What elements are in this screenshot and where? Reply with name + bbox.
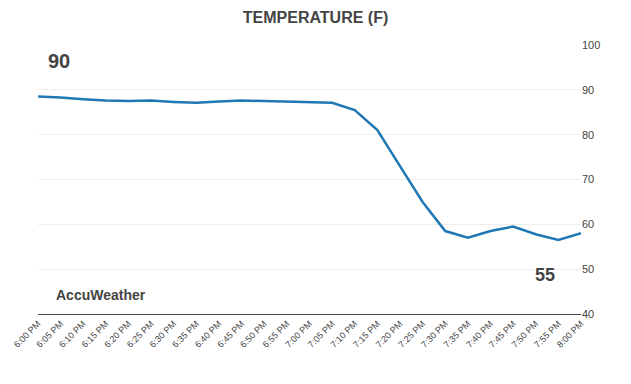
svg-text:7:45 PM: 7:45 PM: [487, 319, 518, 350]
svg-text:AccuWeather: AccuWeather: [56, 287, 146, 303]
svg-text:55: 55: [535, 265, 555, 285]
svg-text:6:45 PM: 6:45 PM: [215, 319, 246, 350]
svg-text:6:25 PM: 6:25 PM: [125, 319, 156, 350]
svg-text:7:20 PM: 7:20 PM: [374, 319, 405, 350]
svg-text:7:35 PM: 7:35 PM: [442, 319, 473, 350]
svg-text:70: 70: [582, 173, 594, 185]
svg-text:7:00 PM: 7:00 PM: [283, 319, 314, 350]
svg-text:7:10 PM: 7:10 PM: [329, 319, 360, 350]
svg-text:6:00 PM: 6:00 PM: [12, 319, 43, 350]
svg-text:90: 90: [48, 50, 70, 72]
svg-text:6:20 PM: 6:20 PM: [102, 319, 133, 350]
svg-text:6:55 PM: 6:55 PM: [261, 319, 292, 350]
svg-text:6:10 PM: 6:10 PM: [57, 319, 88, 350]
svg-text:7:30 PM: 7:30 PM: [419, 319, 450, 350]
svg-text:7:05 PM: 7:05 PM: [306, 319, 337, 350]
svg-text:40: 40: [582, 308, 594, 320]
svg-text:7:25 PM: 7:25 PM: [396, 319, 427, 350]
svg-text:8:00 PM: 8:00 PM: [555, 319, 586, 350]
svg-text:6:40 PM: 6:40 PM: [193, 319, 224, 350]
svg-text:7:55 PM: 7:55 PM: [532, 319, 563, 350]
svg-text:6:05 PM: 6:05 PM: [34, 319, 65, 350]
svg-text:7:15 PM: 7:15 PM: [351, 319, 382, 350]
svg-text:50: 50: [582, 263, 594, 275]
svg-text:6:35 PM: 6:35 PM: [170, 319, 201, 350]
svg-text:6:15 PM: 6:15 PM: [80, 319, 111, 350]
svg-text:90: 90: [582, 84, 594, 96]
svg-text:6:30 PM: 6:30 PM: [148, 319, 179, 350]
svg-text:TEMPERATURE (F): TEMPERATURE (F): [243, 9, 388, 26]
svg-text:100: 100: [582, 39, 600, 51]
svg-text:6:50 PM: 6:50 PM: [238, 319, 269, 350]
svg-text:7:50 PM: 7:50 PM: [510, 319, 541, 350]
svg-text:80: 80: [582, 129, 594, 141]
svg-text:7:40 PM: 7:40 PM: [464, 319, 495, 350]
svg-text:60: 60: [582, 218, 594, 230]
